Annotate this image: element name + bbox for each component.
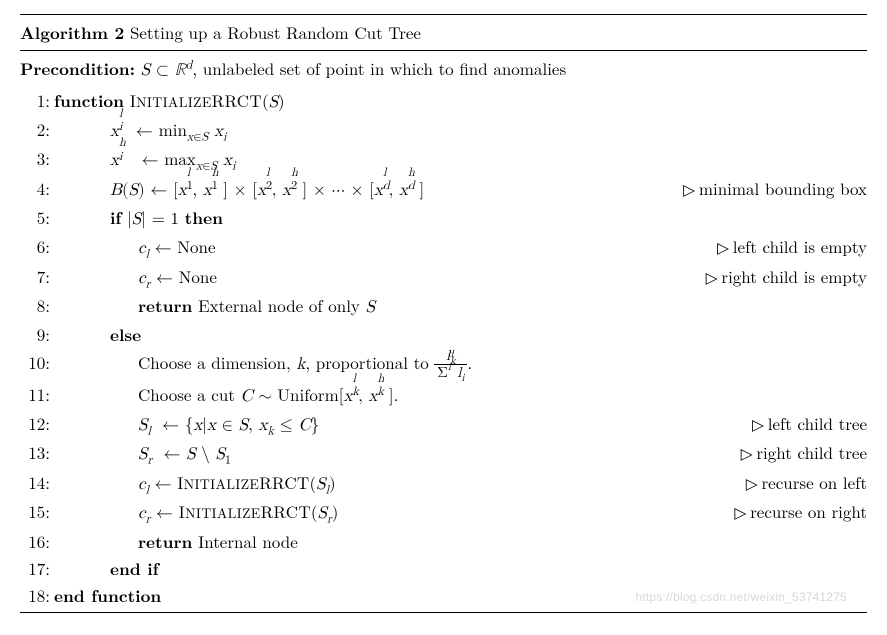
function-name: INITIALIZERRCT [130, 88, 262, 112]
line-number: 8: [20, 292, 54, 318]
algo-line: 3: xhi ← maxx∈S xi [20, 145, 867, 174]
algo-line: 7: cr ← None right child is empty [20, 263, 867, 292]
line-number: 15: [20, 498, 54, 524]
algo-line: 4: B(S) ← [xl1 , xh1 ] × [xl2 , xh2 ] × … [20, 175, 867, 204]
line-body: end if [54, 555, 867, 582]
line-number: 5: [20, 204, 54, 230]
precondition-label: Precondition: [20, 57, 135, 81]
line-number: 9: [20, 321, 54, 347]
keyword-function: function [54, 89, 124, 113]
line-number: 16: [20, 528, 54, 554]
line-body: cl ← None [54, 233, 697, 262]
line-number: 13: [20, 439, 54, 465]
algo-line: 5: if |S| = 1 then [20, 204, 867, 233]
line-number: 14: [20, 469, 54, 495]
keyword-endfunction: end function [54, 584, 161, 608]
line-number: 4: [20, 175, 54, 201]
line-body: Sl ← {x|x ∈ S, xk ≤ C} [54, 410, 732, 439]
keyword-else: else [110, 323, 141, 347]
algo-line: 13: Sr ← S \ S1 right child tree [20, 439, 867, 468]
line-number: 17: [20, 555, 54, 581]
algo-line: 2: xli ← minx∈S xi [20, 116, 867, 145]
algo-line: 15: cr ← INITIALIZERRCT(Sr) recurse on r… [20, 498, 867, 527]
algo-line: 9: else [20, 321, 867, 348]
line-body: if |S| = 1 then [54, 204, 867, 233]
line-number: 12: [20, 410, 54, 436]
comment: left child tree [732, 410, 867, 437]
line-body: Sr ← S \ S1 [54, 439, 721, 468]
line-body: cr ← INITIALIZERRCT(Sr) [54, 498, 714, 527]
line-number: 6: [20, 233, 54, 259]
line-number: 10: [20, 349, 54, 375]
comment: left child is empty [697, 233, 867, 260]
algo-line: 14: cl ← INITIALIZERRCT(Sl) recurse on l… [20, 469, 867, 498]
algo-line: 6: cl ← None left child is empty [20, 233, 867, 262]
line-body: Choose a dimension, k, proportional to l… [54, 349, 867, 381]
precondition: Precondition: S ⊂ ℝd, unlabeled set of p… [20, 53, 867, 86]
line-body: return External node of only S [54, 292, 867, 321]
line-body: Choose a cut C ∼ Uniform[xlk , xhk ]. [54, 381, 867, 410]
algo-line: 16: return Internal node [20, 528, 867, 555]
algo-line: 17: end if [20, 555, 867, 582]
line-number: 18: [20, 582, 54, 608]
line-body: xhi ← maxx∈S xi [54, 145, 867, 174]
comment: recurse on right [714, 498, 867, 525]
algorithm-block: Algorithm 2 Setting up a Robust Random C… [20, 14, 867, 613]
line-body: cr ← None [54, 263, 686, 292]
line-body: B(S) ← [xl1 , xh1 ] × [xl2 , xh2 ] × ⋯ ×… [54, 175, 663, 204]
line-body: return Internal node [54, 528, 867, 555]
line-body: xli ← minx∈S xi [54, 116, 867, 145]
precondition-math: S ⊂ ℝd [141, 62, 193, 79]
line-number: 11: [20, 381, 54, 407]
comment: recurse on left [726, 469, 867, 496]
algo-line: 12: Sl ← {x|x ∈ S, xk ≤ C} left child tr… [20, 410, 867, 439]
line-body: cl ← INITIALIZERRCT(Sl) [54, 469, 726, 498]
function-arg: S [269, 94, 278, 111]
line-number: 3: [20, 145, 54, 171]
keyword-if: if [110, 206, 121, 230]
algo-line: 10: Choose a dimension, k, proportional … [20, 349, 867, 381]
algorithm-title-row: Algorithm 2 Setting up a Robust Random C… [20, 17, 867, 48]
precondition-tail: , unlabeled set of point in which to fin… [192, 56, 566, 80]
line-body: function INITIALIZERRCT(S) [54, 87, 867, 116]
algorithm-label: Algorithm 2 [20, 21, 124, 45]
line-number: 7: [20, 263, 54, 289]
comment: right child tree [721, 439, 867, 466]
top-rule [20, 14, 867, 15]
algorithm-title: Setting up a Robust Random Cut Tree [130, 20, 421, 44]
bottom-rule [20, 612, 867, 613]
title-rule [20, 50, 867, 51]
line-number: 2: [20, 116, 54, 142]
algo-line: 11: Choose a cut C ∼ Uniform[xlk , xhk ]… [20, 381, 867, 410]
line-body: else [54, 321, 867, 348]
watermark: https://blog.csdn.net/weixin_53741275 [635, 588, 847, 607]
keyword-then: then [185, 206, 223, 230]
comment: right child is empty [686, 263, 867, 290]
algo-line: 1: function INITIALIZERRCT(S) [20, 87, 867, 116]
keyword-endif: end if [110, 557, 159, 581]
keyword-return: return [138, 530, 192, 554]
comment: minimal bounding box [663, 175, 867, 202]
algo-line: 8: return External node of only S [20, 292, 867, 321]
keyword-return: return [138, 294, 192, 318]
line-number: 1: [20, 87, 54, 113]
